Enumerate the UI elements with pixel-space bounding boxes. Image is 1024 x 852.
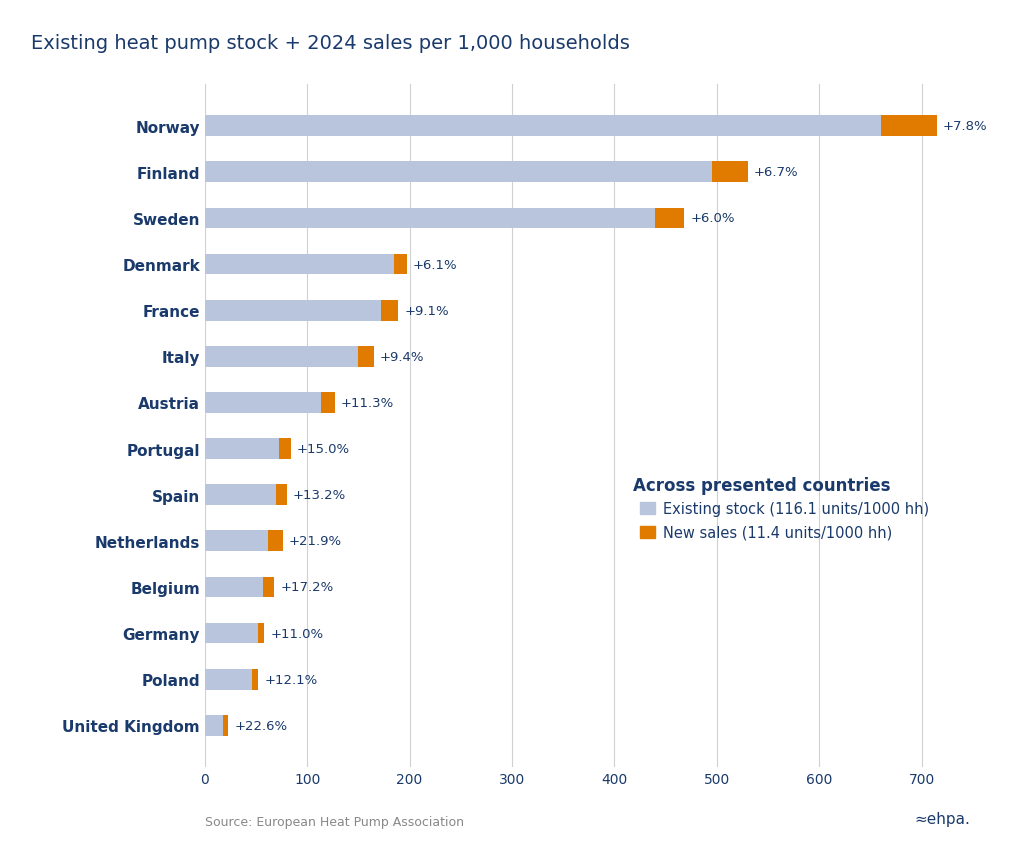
Bar	[205, 301, 381, 321]
Text: +11.0%: +11.0%	[270, 627, 324, 640]
Bar	[205, 162, 712, 183]
Bar	[205, 485, 276, 505]
Bar	[205, 439, 279, 459]
Bar	[205, 577, 263, 597]
Bar	[263, 577, 274, 597]
Text: +9.4%: +9.4%	[380, 350, 424, 364]
Text: +6.1%: +6.1%	[413, 258, 458, 271]
Text: +22.6%: +22.6%	[234, 719, 288, 732]
Bar	[205, 255, 394, 275]
Text: +12.1%: +12.1%	[264, 673, 317, 686]
Text: +15.0%: +15.0%	[297, 442, 350, 456]
Bar	[881, 116, 937, 137]
Bar	[205, 393, 321, 413]
Text: Source: European Heat Pump Association: Source: European Heat Pump Association	[205, 815, 464, 828]
Bar	[712, 162, 748, 183]
Bar	[205, 347, 358, 367]
Bar	[268, 531, 283, 551]
Bar	[205, 116, 881, 137]
Text: +6.0%: +6.0%	[690, 212, 734, 225]
Text: +11.3%: +11.3%	[341, 396, 394, 410]
Bar	[205, 531, 268, 551]
Text: +7.8%: +7.8%	[943, 120, 988, 133]
Text: +21.9%: +21.9%	[289, 535, 342, 548]
Bar	[252, 669, 258, 690]
Text: +9.1%: +9.1%	[404, 304, 450, 317]
Bar	[205, 209, 655, 229]
Bar	[205, 669, 252, 690]
Bar	[276, 485, 287, 505]
Text: ≈ehpa.: ≈ehpa.	[914, 811, 970, 826]
Bar	[394, 255, 407, 275]
Bar	[381, 301, 398, 321]
Text: Across presented countries: Across presented countries	[633, 476, 890, 494]
Bar	[205, 715, 223, 736]
Bar	[321, 393, 335, 413]
Bar	[205, 623, 258, 643]
Text: +6.7%: +6.7%	[754, 166, 799, 179]
Text: Existing heat pump stock + 2024 sales per 1,000 households: Existing heat pump stock + 2024 sales pe…	[31, 34, 630, 53]
Bar	[258, 623, 264, 643]
Text: +13.2%: +13.2%	[293, 488, 346, 502]
Bar	[223, 715, 228, 736]
Text: +17.2%: +17.2%	[281, 581, 334, 594]
Bar	[279, 439, 291, 459]
Bar	[358, 347, 374, 367]
Legend: Existing stock (116.1 units/1000 hh), New sales (11.4 units/1000 hh): Existing stock (116.1 units/1000 hh), Ne…	[640, 502, 930, 540]
Bar	[655, 209, 684, 229]
